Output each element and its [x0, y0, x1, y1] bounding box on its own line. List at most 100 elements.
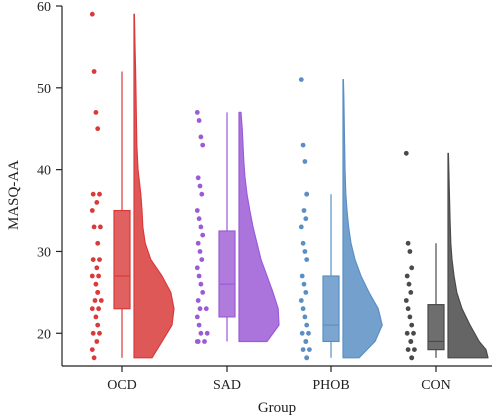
data-point — [203, 306, 209, 312]
y-tick-label: 50 — [37, 82, 51, 97]
data-point — [403, 150, 409, 156]
data-point — [302, 314, 308, 320]
data-point — [91, 69, 97, 74]
data-point — [90, 330, 96, 336]
data-point — [200, 232, 206, 238]
data-point — [89, 208, 95, 213]
group-con — [403, 150, 489, 361]
data-point — [195, 175, 201, 181]
data-point — [94, 265, 100, 271]
data-point — [304, 322, 310, 328]
density-cloud — [447, 152, 489, 359]
data-point — [298, 224, 304, 230]
data-point — [97, 257, 102, 262]
data-point — [95, 126, 101, 132]
data-point — [411, 330, 416, 336]
box-iqr — [113, 209, 131, 310]
data-point — [199, 191, 205, 197]
data-point — [197, 249, 203, 254]
data-point — [407, 249, 413, 254]
box-iqr — [427, 304, 445, 351]
data-point — [93, 314, 99, 320]
data-point — [194, 208, 200, 213]
data-point — [307, 347, 312, 352]
data-point — [409, 265, 415, 271]
data-point — [98, 224, 103, 230]
x-tick-label: CON — [421, 378, 451, 393]
data-point — [90, 191, 96, 197]
data-point — [92, 298, 98, 303]
data-point — [89, 306, 95, 312]
group-sad — [194, 110, 280, 344]
data-point — [408, 339, 414, 344]
data-point — [196, 216, 202, 222]
group-ocd — [89, 11, 175, 361]
data-point — [408, 290, 414, 295]
y-tick-label: 20 — [37, 327, 51, 342]
x-tick-label: PHOB — [312, 378, 349, 393]
data-point — [403, 298, 409, 303]
data-point — [198, 134, 204, 140]
plot-area — [89, 11, 489, 361]
data-point — [194, 339, 200, 344]
data-point — [89, 273, 95, 279]
data-point — [299, 330, 305, 336]
box-iqr — [218, 230, 236, 318]
data-point — [93, 110, 99, 115]
data-point — [195, 298, 201, 303]
group-phob — [298, 77, 383, 361]
data-point — [98, 298, 104, 303]
data-point — [194, 265, 200, 271]
data-point — [300, 306, 306, 312]
data-point — [300, 142, 306, 148]
data-point — [197, 306, 203, 312]
data-point — [404, 330, 410, 336]
data-point — [405, 306, 411, 312]
data-point — [200, 290, 206, 295]
x-tick-label: SAD — [213, 378, 241, 393]
data-point — [404, 273, 410, 279]
data-point — [409, 355, 415, 361]
box-iqr — [322, 275, 340, 343]
data-point — [195, 240, 201, 246]
data-point — [302, 159, 308, 164]
data-point — [89, 11, 95, 17]
x-tick-label: OCD — [107, 378, 137, 393]
data-point — [197, 183, 203, 189]
data-point — [196, 273, 202, 279]
data-point — [304, 355, 310, 361]
data-point — [194, 110, 200, 115]
data-point — [196, 118, 202, 123]
data-point — [301, 281, 307, 287]
data-point — [91, 355, 97, 361]
data-point — [94, 339, 100, 344]
data-point — [409, 322, 415, 328]
data-point — [90, 257, 96, 262]
data-point — [412, 347, 417, 352]
data-point — [198, 330, 204, 336]
data-point — [303, 339, 309, 344]
data-point — [407, 314, 413, 320]
data-point — [96, 273, 101, 279]
data-point — [300, 347, 306, 352]
data-point — [97, 330, 102, 336]
data-point — [202, 339, 207, 344]
data-point — [300, 240, 306, 246]
data-point — [198, 281, 204, 287]
data-point — [196, 322, 202, 328]
y-tick-label: 60 — [37, 0, 51, 15]
data-point — [96, 306, 101, 312]
data-point — [204, 330, 210, 336]
data-point — [299, 273, 305, 279]
data-point — [306, 330, 311, 336]
data-point — [405, 347, 411, 352]
x-axis-ticks: OCD SAD PHOB CON — [107, 366, 451, 393]
data-point — [406, 281, 412, 287]
y-tick-label: 30 — [37, 245, 51, 260]
density-cloud — [133, 13, 175, 359]
data-point — [303, 216, 309, 222]
data-point — [405, 240, 411, 246]
data-point — [303, 290, 309, 295]
y-tick-label: 40 — [37, 164, 51, 179]
